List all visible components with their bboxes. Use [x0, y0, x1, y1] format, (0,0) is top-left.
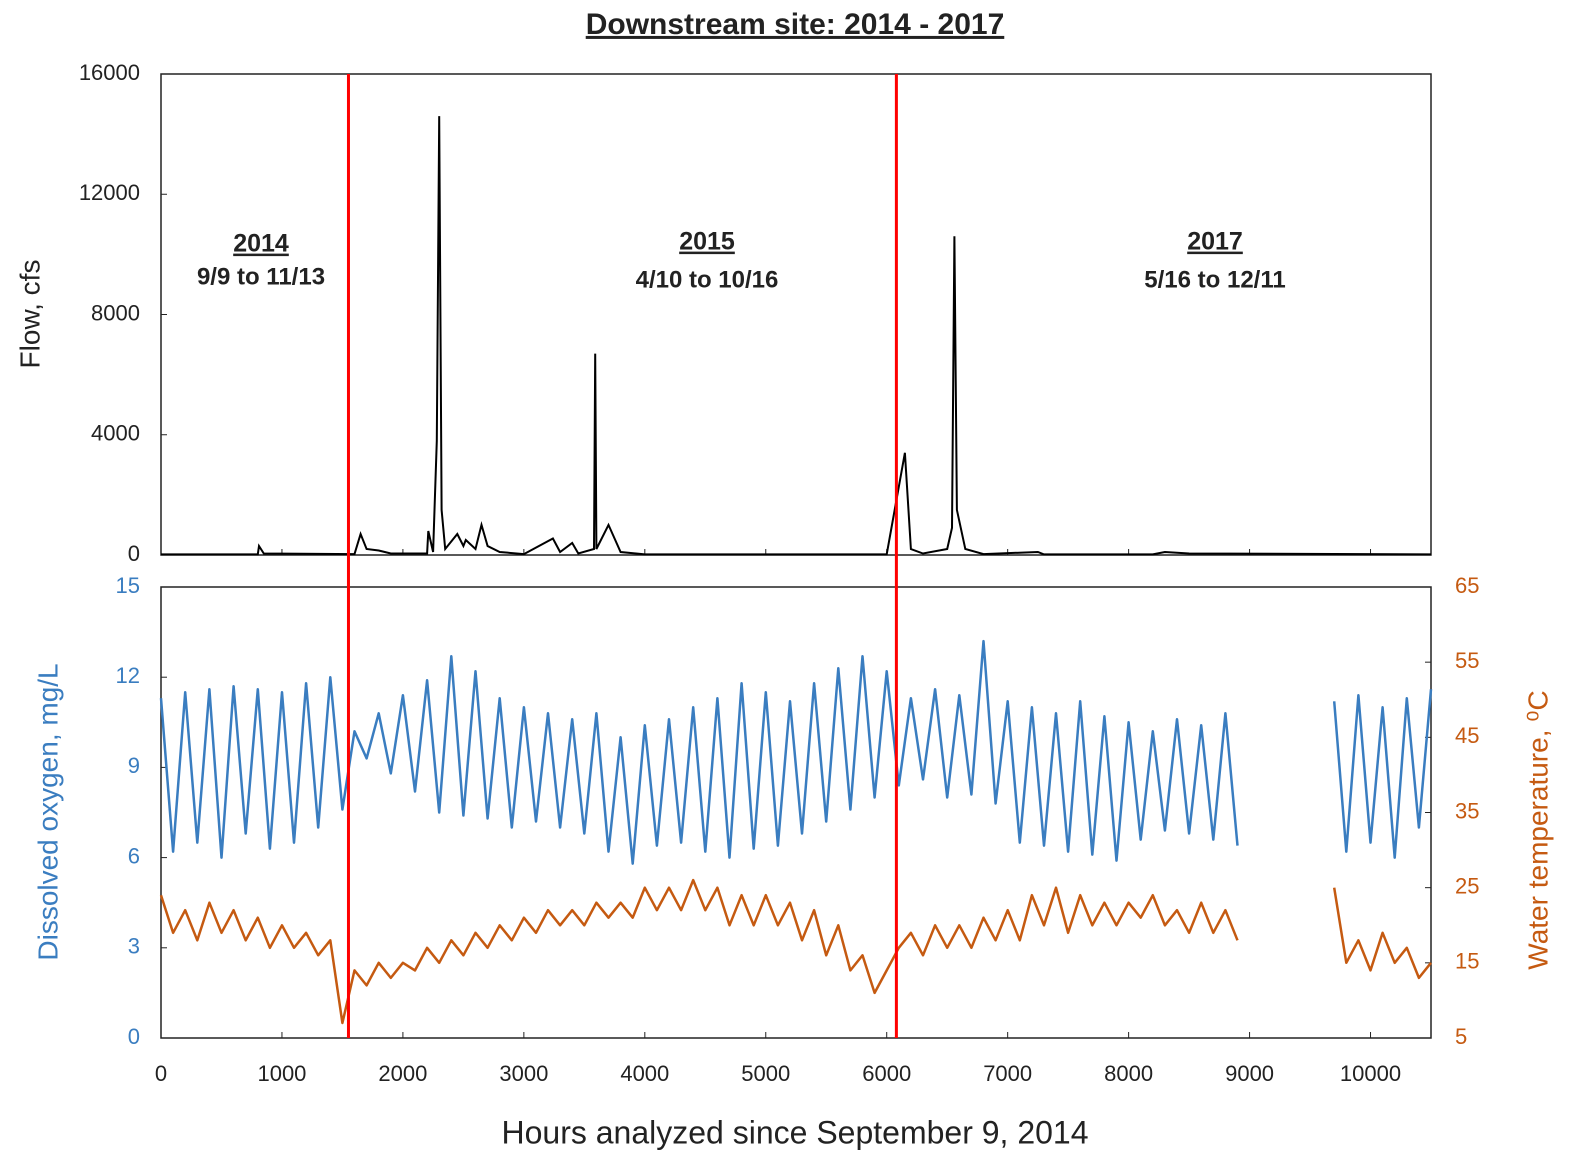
x-tick-label: 4000 [620, 1061, 669, 1086]
y2-tick-label: 55 [1455, 648, 1479, 673]
y2-tick-label: 15 [1455, 949, 1479, 974]
y-tick-label: 0 [128, 1024, 140, 1049]
series-line [159, 878, 1432, 1025]
y-tick-label: 3 [128, 934, 140, 959]
y-tick-label: 15 [116, 573, 140, 598]
x-tick-label: 0 [155, 1061, 167, 1086]
y-tick-label: 9 [128, 753, 140, 778]
y-axis-label: Flow, cfs [14, 260, 45, 369]
x-tick-label: 5000 [741, 1061, 790, 1086]
x-tick-label: 1000 [257, 1061, 306, 1086]
y-tick-label: 12000 [79, 180, 140, 205]
y-tick-label: 12 [116, 663, 140, 688]
annotation-label: 2017 [1187, 228, 1243, 256]
annotation-label: 2014 [233, 230, 289, 258]
annotation-text: 4/10 to 10/16 [636, 266, 779, 293]
annotation-label: 2015 [679, 228, 735, 256]
y2-tick-label: 35 [1455, 798, 1479, 823]
y-tick-label: 8000 [91, 300, 140, 325]
y2-tick-label: 45 [1455, 723, 1479, 748]
chart-title: Downstream site: 2014 - 2017 [586, 8, 1005, 41]
y2-tick-label: 5 [1455, 1024, 1467, 1049]
y-tick-label: 4000 [91, 421, 140, 446]
y2-axis-label: Water temperature, ⁰C [1522, 690, 1553, 969]
y2-tick-label: 65 [1455, 573, 1479, 598]
y-tick-label: 0 [128, 541, 140, 566]
y-axis-label: Dissolved oxygen, mg/L [32, 663, 63, 960]
flow-line [161, 116, 1432, 556]
x-tick-label: 8000 [1104, 1061, 1153, 1086]
annotation-text: 9/9 to 11/13 [197, 263, 325, 290]
x-tick-label: 3000 [499, 1061, 548, 1086]
x-axis-label: Hours analyzed since September 9, 2014 [501, 1114, 1088, 1150]
x-tick-label: 2000 [378, 1061, 427, 1086]
y2-tick-label: 25 [1455, 873, 1479, 898]
y-tick-label: 16000 [79, 60, 140, 85]
x-tick-label: 6000 [862, 1061, 911, 1086]
annotation-text: 5/16 to 12/11 [1144, 266, 1285, 293]
x-tick-label: 9000 [1225, 1061, 1274, 1086]
x-tick-label: 7000 [983, 1061, 1032, 1086]
y-tick-label: 6 [128, 843, 140, 868]
series-line [159, 639, 1433, 865]
x-tick-label: 10000 [1340, 1061, 1401, 1086]
